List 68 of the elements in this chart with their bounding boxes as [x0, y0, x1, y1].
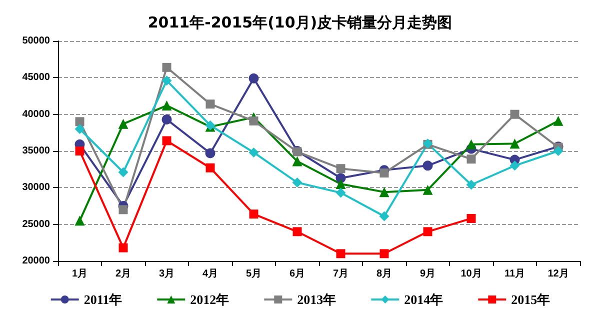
- point: [510, 110, 520, 119]
- point: [292, 156, 302, 166]
- x-tick-label: 3月: [158, 268, 175, 280]
- point: [466, 154, 476, 164]
- point: [75, 117, 84, 126]
- point: [379, 211, 390, 222]
- point: [74, 124, 85, 134]
- x-tick-label: 11月: [504, 268, 526, 280]
- y-tick-label: 45000: [22, 72, 50, 84]
- point: [162, 114, 172, 124]
- y-tick-label: 30000: [22, 182, 50, 194]
- point: [336, 164, 346, 174]
- point: [118, 243, 128, 252]
- point: [422, 160, 433, 171]
- point: [248, 147, 259, 158]
- point: [249, 210, 258, 219]
- point: [118, 205, 128, 214]
- legend-label: 2013年: [297, 292, 336, 307]
- point: [162, 76, 172, 86]
- x-tick-label: 1月: [72, 268, 88, 280]
- point: [292, 227, 302, 236]
- legend-label: 2012年: [190, 292, 230, 307]
- y-tick-label: 20000: [22, 256, 50, 266]
- y-tick-label: 50000: [22, 36, 50, 46]
- point: [292, 178, 302, 188]
- x-tick-label: 12月: [548, 268, 569, 280]
- point: [510, 160, 520, 171]
- y-tick-label: 40000: [22, 108, 50, 120]
- x-tick-label: 7月: [332, 268, 349, 280]
- point: [466, 180, 476, 190]
- point: [162, 100, 172, 111]
- point: [553, 116, 564, 126]
- x-tick-label: 10月: [460, 268, 482, 280]
- point: [553, 146, 564, 156]
- point: [336, 188, 346, 198]
- y-tick-label: 35000: [22, 146, 50, 156]
- point: [206, 163, 215, 172]
- point: [205, 148, 216, 158]
- legend-label: 2014年: [404, 292, 444, 307]
- point: [466, 139, 476, 150]
- y-tick-label: 25000: [22, 218, 50, 230]
- point: [422, 184, 433, 195]
- point: [336, 249, 346, 258]
- point: [118, 118, 128, 129]
- point: [466, 214, 476, 223]
- chart-title: 2011年-2015年(10月)皮卡销量分月走势图: [148, 14, 452, 32]
- point: [423, 227, 432, 236]
- x-tick-label: 8月: [376, 268, 392, 280]
- point: [248, 73, 259, 84]
- point: [162, 136, 172, 146]
- point: [379, 187, 390, 198]
- point: [336, 179, 346, 189]
- point: [206, 100, 215, 109]
- legend-label: 2015年: [511, 292, 550, 307]
- x-tick-label: 5月: [246, 268, 262, 280]
- point: [380, 168, 389, 178]
- point: [74, 216, 85, 226]
- point: [162, 62, 172, 72]
- point: [510, 138, 520, 149]
- x-tick-label: 4月: [202, 268, 218, 280]
- x-tick-label: 6月: [289, 268, 306, 280]
- x-tick-label: 2月: [115, 268, 132, 280]
- point: [380, 249, 389, 258]
- point: [118, 167, 128, 178]
- point: [75, 146, 84, 156]
- x-tick-label: 9月: [420, 268, 436, 280]
- legend-label: 2011年: [84, 292, 122, 307]
- point: [249, 116, 258, 126]
